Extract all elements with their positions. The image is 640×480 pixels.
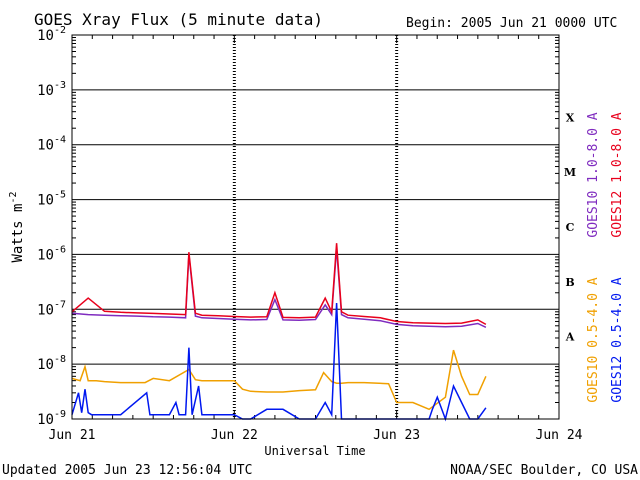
grid-lines: [72, 35, 559, 419]
y-tick-exp: -8: [54, 354, 66, 365]
svg-text:Watts m-2: Watts m-2: [8, 191, 26, 262]
y-tick-label: 10-9: [37, 409, 66, 428]
series-line: [71, 349, 487, 411]
y-tick-label: 10-4: [37, 135, 66, 154]
y-tick-exp: -5: [54, 190, 66, 201]
y-tick-base: 10: [37, 412, 54, 428]
y-axis-label: Watts m-2: [8, 191, 26, 262]
y-axis-label-text: Watts m: [10, 204, 26, 263]
series-line: [71, 302, 487, 422]
flare-class-label: C: [566, 221, 575, 234]
legend-label: GOES12 1.0-8.0 A: [610, 112, 625, 237]
legend-label: GOES12 0.5-4.0 A: [610, 277, 625, 402]
y-tick-base: 10: [37, 138, 54, 154]
y-tick-label: 10-2: [37, 25, 66, 44]
series-line: [71, 248, 487, 328]
x-tick-label: Jun 23: [373, 428, 420, 443]
y-tick-label: 10-8: [37, 354, 66, 373]
right-legend: GOES10 1.0-8.0 A GOES12 1.0-8.0 A GOES10 0…: [586, 112, 625, 402]
y-tick-exp: -9: [54, 409, 66, 420]
y-tick-labels: 10-210-310-410-510-610-710-810-9: [37, 25, 66, 428]
y-tick-exp: -2: [54, 25, 66, 36]
y-tick-label: 10-7: [37, 299, 66, 318]
y-tick-base: 10: [37, 357, 54, 373]
x-tick-label: Jun 22: [211, 428, 258, 443]
x-tick-labels: Jun 21 Jun 22 Jun 23 Jun 24: [49, 428, 583, 443]
y-tick-base: 10: [37, 302, 54, 318]
x-axis-label: Universal Time: [264, 444, 365, 458]
begin-label: Begin: 2005 Jun 21 0000 UTC: [406, 16, 617, 31]
y-tick-base: 10: [37, 247, 54, 263]
x-tick-label: Jun 21: [49, 428, 96, 443]
footer-updated: Updated 2005 Jun 23 12:56:04 UTC: [2, 463, 252, 478]
y-tick-exp: -4: [54, 135, 66, 146]
y-axis-label-exp: -2: [8, 191, 19, 203]
series-line: [71, 243, 487, 326]
y-tick-label: 10-6: [37, 244, 66, 263]
axis-ticks: [71, 35, 560, 419]
y-tick-label: 10-5: [37, 190, 66, 209]
flare-class-label: X: [566, 111, 575, 124]
y-tick-label: 10-3: [37, 80, 66, 99]
series-lines: [71, 243, 487, 422]
flare-class-label: M: [564, 166, 576, 179]
plot-frame: [71, 34, 560, 420]
y-tick-base: 10: [37, 28, 54, 44]
legend-label: GOES10 0.5-4.0 A: [586, 277, 601, 402]
y-tick-base: 10: [37, 193, 54, 209]
y-tick-exp: -7: [54, 299, 66, 310]
y-tick-exp: -6: [54, 244, 66, 255]
flare-class-label: B: [565, 276, 574, 289]
flare-class-label: A: [565, 331, 575, 344]
legend-label: GOES10 1.0-8.0 A: [586, 112, 601, 237]
chart-title: GOES Xray Flux (5 minute data): [34, 10, 323, 29]
y-tick-exp: -3: [54, 80, 66, 91]
y-tick-base: 10: [37, 83, 54, 99]
x-tick-label: Jun 24: [536, 428, 583, 443]
footer-credit: NOAA/SEC Boulder, CO USA: [450, 463, 638, 478]
flare-class-labels: X M C B A: [564, 111, 576, 343]
